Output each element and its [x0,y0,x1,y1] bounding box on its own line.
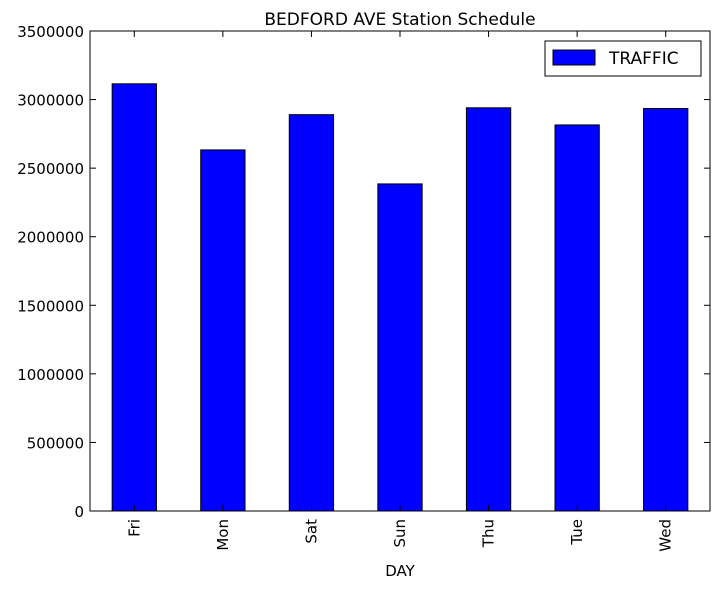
y-tick-label: 1000000 [17,366,84,384]
y-tick-label: 500000 [27,434,84,452]
x-tick-label-thu: Thu [480,519,498,548]
plot-frame [89,30,711,512]
x-tick-label-sun: Sun [391,519,409,548]
y-tick-label: 3000000 [17,92,84,110]
x-axis-label: DAY [385,562,415,580]
y-tick-label: 3500000 [17,23,84,41]
bar-fri [111,83,157,512]
bar-tue [554,124,600,512]
x-tick-label-tue: Tue [568,519,586,546]
bar-sun [377,183,423,512]
bar-mon [200,149,246,512]
y-tick-label: 2500000 [17,160,84,178]
x-tick-label-wed: Wed [657,519,675,552]
y-tick-label: 2000000 [17,229,84,247]
x-axis: Fri Mon Sat Sun Thu Tue Wed [125,31,675,552]
y-axis: 0 500000 1000000 1500000 2000000 2500000 30000… [17,23,710,521]
x-tick-label-fri: Fri [125,519,143,537]
legend: TRAFFIC [544,40,702,77]
x-tick-label-mon: Mon [214,519,232,551]
x-tick-label-sat: Sat [302,519,320,544]
bar-sat [288,114,335,512]
legend-label-traffic: TRAFFIC [608,49,679,69]
bar-thu [465,107,512,512]
chart-title: BEDFORD AVE Station Schedule [264,10,535,30]
bars-group [111,83,689,512]
y-tick-label: 1500000 [17,297,84,315]
legend-swatch [552,49,596,66]
bar-wed [643,107,689,512]
y-tick-label: 0 [74,503,84,521]
